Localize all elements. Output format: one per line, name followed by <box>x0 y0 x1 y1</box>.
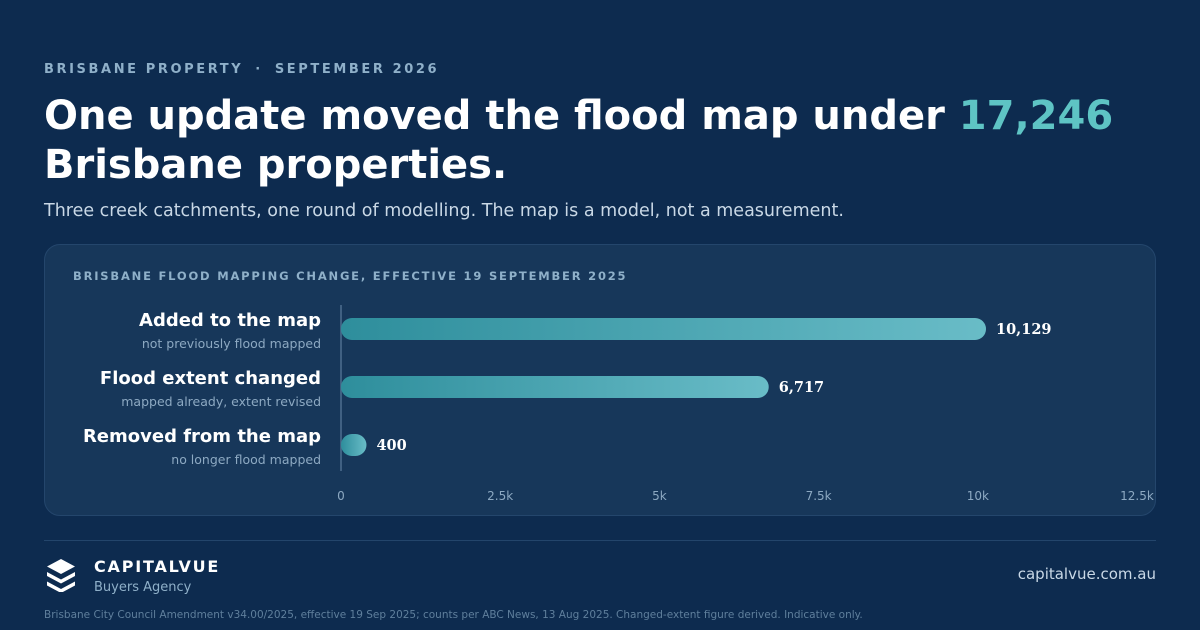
source-footnote: Brisbane City Council Amendment v34.00/2… <box>44 609 863 621</box>
x-tick-label: 7.5k <box>806 489 832 503</box>
eyebrow-date: SEPTEMBER 2026 <box>274 62 440 77</box>
headline-figure: 17,246 <box>958 93 1114 139</box>
value-label: 400 <box>376 437 406 454</box>
footer-divider <box>44 540 1156 541</box>
headline: One update moved the flood map under 17,… <box>44 92 1164 190</box>
x-tick-label: 5k <box>652 489 667 503</box>
category-label: Added to the map <box>139 310 321 331</box>
value-label: 10,129 <box>996 321 1051 338</box>
x-tick-label: 0 <box>337 489 345 503</box>
x-tick-label: 10k <box>967 489 989 503</box>
bar-2 <box>341 434 367 456</box>
category-label: Flood extent changed <box>100 368 321 389</box>
x-tick-label: 2.5k <box>487 489 513 503</box>
bar-1 <box>341 376 769 398</box>
bar-chart: Added to the map not previously flood map… <box>83 305 1154 503</box>
eyebrow-separator: · <box>255 62 263 77</box>
category-label: Removed from the map <box>83 426 321 447</box>
website-link[interactable]: capitalvue.com.au <box>1017 565 1156 583</box>
headline-text-end: Brisbane properties. <box>44 142 508 188</box>
chart-card: BRISBANE FLOOD MAPPING CHANGE, EFFECTIVE… <box>44 244 1156 516</box>
bar-0 <box>341 318 987 340</box>
brand-tagline: Buyers Agency <box>94 580 192 595</box>
category-sublabel: no longer flood mapped <box>171 452 321 467</box>
category-sublabel: mapped already, extent revised <box>121 394 321 409</box>
subhead: Three creek catchments, one round of mod… <box>44 201 844 221</box>
eyebrow-topic: BRISBANE PROPERTY <box>44 62 244 77</box>
brand-name: CAPITALVUE <box>94 557 221 576</box>
value-label: 6,717 <box>779 379 824 396</box>
stacked-layers-icon <box>47 559 75 592</box>
category-sublabel: not previously flood mapped <box>142 336 321 351</box>
chart-title: BRISBANE FLOOD MAPPING CHANGE, EFFECTIVE… <box>73 269 628 283</box>
eyebrow: BRISBANE PROPERTY · SEPTEMBER 2026 <box>44 62 439 77</box>
x-tick-label: 12.5k <box>1120 489 1154 503</box>
headline-text: One update moved the flood map under <box>44 93 959 139</box>
